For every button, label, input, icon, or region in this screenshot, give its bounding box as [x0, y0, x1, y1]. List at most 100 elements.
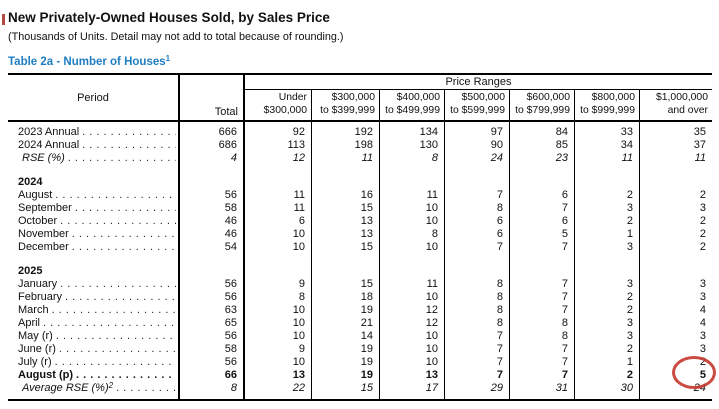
cell-300k-399k	[312, 176, 380, 189]
cell-under-300k: 10	[245, 317, 312, 330]
cell-under-300k: 10	[245, 330, 312, 343]
cell-400k-499k: 13	[380, 369, 445, 382]
row-label: March	[18, 304, 49, 316]
cell-300k-399k: 15	[312, 202, 380, 215]
column-header-800k-999k: $800,000 to $999,999	[575, 90, 640, 120]
cell-500k-599k: 8	[445, 202, 510, 215]
cell-1m-over: 2	[699, 189, 706, 201]
cell-1m-over	[640, 254, 712, 265]
cell-800k-999k: 2	[575, 189, 640, 202]
cell-600k-799k: 85	[510, 139, 575, 152]
row-label: April	[18, 317, 41, 329]
cell-total: 8	[180, 382, 245, 395]
cell-600k-799k: 8	[510, 317, 575, 330]
cell-1m-over: 3	[699, 202, 706, 214]
cell-300k-399k	[312, 254, 380, 265]
table-title: Table 2a - Number of Houses1	[8, 54, 171, 68]
cell-800k-999k: 34	[575, 139, 640, 152]
row-label-cell	[8, 165, 180, 176]
cell-300k-399k	[312, 122, 380, 126]
cell-500k-599k: 97	[445, 126, 510, 139]
cell-300k-399k: 192	[312, 126, 380, 139]
cell-800k-999k: 11	[575, 152, 640, 165]
cell-500k-599k: 24	[445, 152, 510, 165]
leader-dots: . . . . . . . . . . . . . . . . . . . . …	[75, 369, 176, 381]
cell-1m-over: 3	[699, 291, 706, 303]
cell-under-300k: 10	[245, 228, 312, 241]
leader-dots: . . . . . . . . . . . . . . . . . . . . …	[71, 241, 176, 253]
cell-under-300k: 11	[245, 202, 312, 215]
cell-under-300k: 8	[245, 291, 312, 304]
cell-1m-over	[640, 395, 712, 399]
cell-600k-799k: 7	[510, 278, 575, 291]
cell-400k-499k	[380, 254, 445, 265]
cell-total: 4	[180, 152, 245, 165]
cell-600k-799k: 7	[510, 202, 575, 215]
cell-600k-799k: 7	[510, 241, 575, 254]
table-title-footnote-marker: 1	[165, 54, 171, 63]
leader-dots: . . . . . . . . . . . . . . . . . . . . …	[43, 317, 176, 329]
cell-1m-over	[640, 176, 712, 189]
table-row: 2023 Annual. . . . . . . . . . . . . . .…	[8, 126, 712, 139]
cell-600k-799k: 6	[510, 215, 575, 228]
row-label-cell	[8, 395, 180, 399]
table-row: July (r). . . . . . . . . . . . . . . . …	[8, 356, 712, 369]
page-title: New Privately-Owned Houses Sold, by Sale…	[8, 10, 330, 25]
cell-400k-499k: 10	[380, 215, 445, 228]
cell-400k-499k	[380, 265, 445, 278]
cell-1m-over	[640, 265, 712, 278]
leader-dots: . . . . . . . . . . . . . . . . . . . . …	[55, 189, 176, 201]
column-header-1m-over: $1,000,000 and over	[655, 92, 708, 116]
row-label: August	[18, 189, 53, 201]
row-label: January	[18, 278, 58, 290]
cell-600k-799k: 7	[510, 291, 575, 304]
table-row: February. . . . . . . . . . . . . . . . …	[8, 291, 712, 304]
cell-600k-799k: 84	[510, 126, 575, 139]
row-label-cell: April. . . . . . . . . . . . . . . . . .…	[8, 317, 180, 330]
cell-1m-over	[640, 165, 712, 176]
cell-300k-399k: 13	[312, 228, 380, 241]
cell-800k-999k	[575, 176, 640, 189]
cell-500k-599k: 7	[445, 356, 510, 369]
cell-400k-499k: 8	[380, 152, 445, 165]
cell-800k-999k: 2	[575, 369, 640, 382]
cell-300k-399k: 21	[312, 317, 380, 330]
row-label-cell: August. . . . . . . . . . . . . . . . . …	[8, 189, 180, 202]
row-label-cell	[8, 122, 180, 126]
cell-1m-over: 4	[699, 317, 706, 329]
cell-300k-399k: 19	[312, 343, 380, 356]
cell-600k-799k	[510, 254, 575, 265]
cell-500k-599k: 8	[445, 291, 510, 304]
red-margin-marker	[2, 14, 5, 25]
cell-300k-399k: 15	[312, 241, 380, 254]
row-label-footnote-marker: 2	[108, 382, 114, 390]
cell-400k-499k: 12	[380, 304, 445, 317]
leader-dots: . . . . . . . . . . . . . . . . . . . . …	[54, 356, 176, 368]
cell-500k-599k	[445, 122, 510, 126]
table-row: August (p). . . . . . . . . . . . . . . …	[8, 369, 712, 382]
table-row	[8, 165, 712, 176]
red-circle-annotation	[672, 356, 716, 389]
leader-dots: . . . . . . . . . . . . . . . . . . . . …	[82, 126, 176, 138]
table-row: September. . . . . . . . . . . . . . . .…	[8, 202, 712, 215]
cell-800k-999k	[575, 122, 640, 126]
row-label-cell: 2025. . . . . . . . . . . . . . . . . . …	[8, 265, 180, 278]
cell-600k-799k: 7	[510, 343, 575, 356]
row-label-cell: May (r). . . . . . . . . . . . . . . . .…	[8, 330, 180, 343]
cell-under-300k	[245, 122, 312, 126]
cell-600k-799k	[510, 165, 575, 176]
row-label: August (p)	[18, 369, 73, 381]
leader-dots: . . . . . . . . . . . . . . . . . . . . …	[65, 291, 176, 303]
cell-500k-599k	[445, 165, 510, 176]
cell-total: 63	[180, 304, 245, 317]
cell-total: 56	[180, 291, 245, 304]
cell-500k-599k: 7	[445, 369, 510, 382]
cell-1m-over: 3	[699, 330, 706, 342]
cell-total: 686	[180, 139, 245, 152]
cell-300k-399k: 19	[312, 369, 380, 382]
cell-under-300k: 22	[245, 382, 312, 395]
cell-800k-999k: 1	[575, 228, 640, 241]
cell-500k-599k: 8	[445, 304, 510, 317]
price-ranges-header: Price Ranges	[245, 75, 712, 90]
cell-total: 54	[180, 241, 245, 254]
